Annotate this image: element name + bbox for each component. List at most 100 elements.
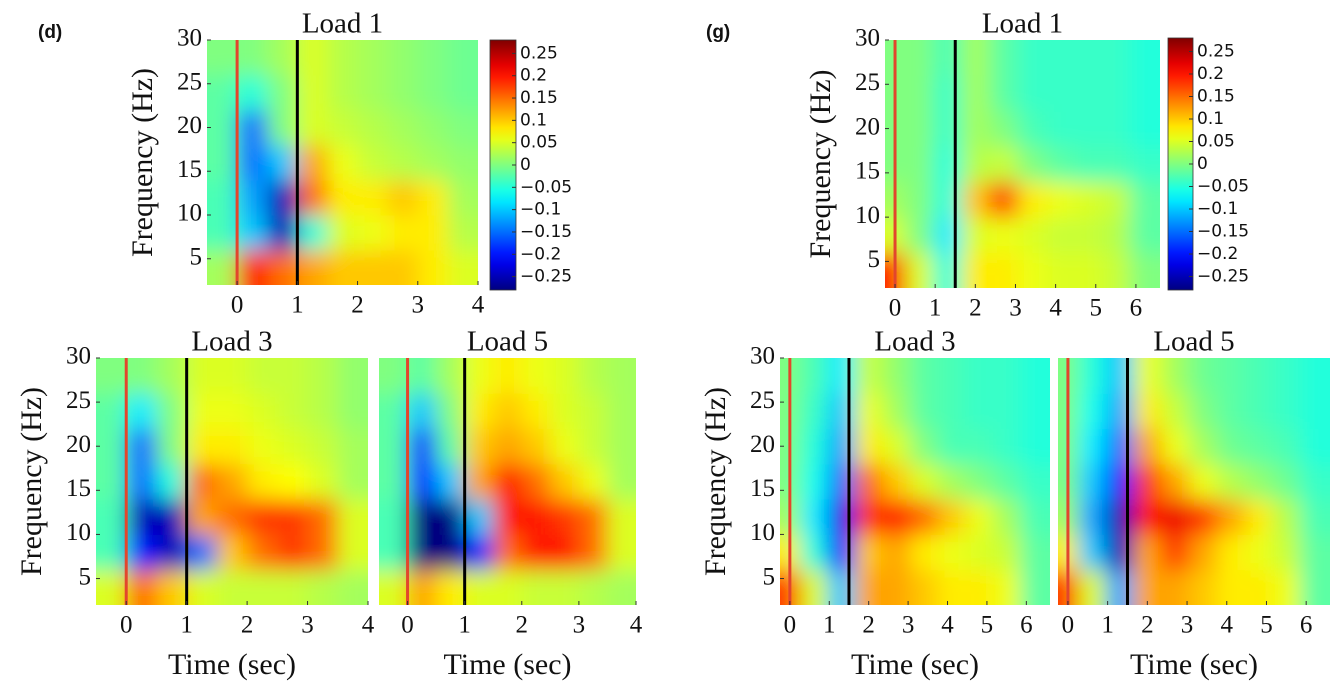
heat-cell bbox=[407, 358, 437, 394]
heat-cell bbox=[447, 215, 478, 251]
heat-cell bbox=[493, 534, 523, 571]
colorbar-tick-label: 0 bbox=[520, 155, 531, 175]
heat-cell bbox=[1017, 252, 1047, 288]
heat-cell bbox=[1189, 499, 1218, 535]
heat-cell bbox=[1272, 569, 1301, 605]
heat-cell bbox=[521, 358, 551, 394]
heat-cell bbox=[237, 250, 268, 285]
heat-cell bbox=[387, 145, 419, 181]
colorbar-tick-label: 0.25 bbox=[1197, 42, 1235, 62]
heat-cell bbox=[297, 40, 328, 76]
heat-cell bbox=[379, 393, 409, 430]
x-axis-label: Time (sec) bbox=[1130, 648, 1258, 681]
y-tick-label: 20 bbox=[177, 112, 202, 139]
heat-cell bbox=[1300, 534, 1330, 571]
heat-cell bbox=[799, 358, 828, 394]
heat-cell bbox=[417, 250, 449, 285]
x-tick-label: 6 bbox=[1020, 612, 1033, 639]
x-tick-label: 3 bbox=[301, 612, 314, 639]
heat-cell bbox=[407, 428, 437, 465]
heat-cell bbox=[1189, 534, 1218, 571]
colorbar-tick-label: 0.15 bbox=[520, 88, 558, 108]
y-tick-label: 30 bbox=[855, 25, 880, 52]
heat-cell bbox=[297, 180, 328, 216]
heat-cell bbox=[882, 358, 911, 394]
y-tick-label: 30 bbox=[177, 25, 202, 52]
heat-cell bbox=[1272, 428, 1301, 465]
heat-cell bbox=[854, 463, 883, 500]
x-tick-label: 0 bbox=[231, 292, 244, 319]
chart-title: Load 5 bbox=[467, 326, 548, 358]
y-tick-label: 15 bbox=[855, 158, 880, 185]
x-tick-label: 1 bbox=[458, 612, 471, 639]
heat-cell bbox=[357, 250, 389, 285]
heat-cell bbox=[417, 110, 449, 146]
x-tick-label: 4 bbox=[472, 292, 485, 319]
heat-cell bbox=[854, 569, 883, 605]
heat-cell bbox=[1244, 428, 1273, 465]
heat-cell bbox=[493, 358, 523, 394]
heat-cell bbox=[337, 358, 368, 394]
heat-cell bbox=[156, 569, 188, 605]
heat-cell bbox=[407, 569, 437, 605]
y-tick-label: 25 bbox=[855, 69, 880, 96]
heat-cell bbox=[307, 428, 339, 465]
y-tick-label: 5 bbox=[868, 246, 881, 273]
heat-cell bbox=[436, 463, 466, 500]
x-tick-label: 2 bbox=[241, 612, 254, 639]
heat-cell bbox=[1073, 252, 1103, 288]
y-tick-label: 15 bbox=[750, 475, 775, 502]
colorbar-tick-label: −0.1 bbox=[520, 200, 561, 220]
heat-cell bbox=[1017, 181, 1047, 218]
heat-cell bbox=[327, 110, 359, 146]
heat-cell bbox=[337, 569, 368, 605]
heat-cell bbox=[799, 569, 828, 605]
y-tick-label: 30 bbox=[66, 343, 91, 370]
heat-cell bbox=[267, 145, 298, 181]
x-tick-label: 0 bbox=[889, 295, 902, 322]
heat-cell bbox=[905, 217, 934, 254]
chart-title: Load 1 bbox=[982, 8, 1063, 40]
heat-cell bbox=[937, 428, 966, 465]
heat-cell bbox=[357, 110, 389, 146]
y-tick-label: 5 bbox=[190, 243, 203, 270]
x-tick-label: 6 bbox=[1130, 295, 1143, 322]
heat-cell bbox=[910, 499, 939, 535]
heat-cell bbox=[1105, 428, 1134, 465]
heat-cell bbox=[1020, 534, 1050, 571]
heat-cell bbox=[1017, 75, 1047, 112]
heat-cell bbox=[550, 463, 580, 500]
heat-cell bbox=[1073, 217, 1103, 254]
heat-cell bbox=[989, 110, 1018, 147]
heat-cell bbox=[407, 534, 437, 571]
x-tick-label: 4 bbox=[1221, 612, 1234, 639]
heat-cell bbox=[1020, 393, 1050, 430]
heat-cell bbox=[327, 145, 359, 181]
heat-cell bbox=[96, 534, 127, 571]
heat-cell bbox=[1300, 463, 1330, 500]
x-tick-label: 0 bbox=[401, 612, 414, 639]
x-tick-label: 3 bbox=[902, 612, 915, 639]
heat-cell bbox=[1244, 393, 1273, 430]
colorbar-tick-label: 0.05 bbox=[520, 133, 558, 153]
heat-cell bbox=[550, 534, 580, 571]
heat-cell bbox=[607, 499, 636, 535]
heat-cell bbox=[327, 180, 359, 216]
heat-cell bbox=[357, 75, 389, 111]
heat-cell bbox=[961, 217, 990, 254]
heat-cell bbox=[464, 499, 494, 535]
heat-cell bbox=[1020, 463, 1050, 500]
heat-cell bbox=[297, 215, 328, 251]
heat-cell bbox=[417, 40, 449, 76]
heat-cell bbox=[989, 40, 1018, 76]
heat-cell bbox=[96, 428, 127, 465]
heat-cell bbox=[882, 569, 911, 605]
heat-cell bbox=[989, 217, 1018, 254]
heat-cell bbox=[156, 534, 188, 571]
heat-cell bbox=[933, 110, 962, 147]
heat-cell bbox=[1105, 569, 1134, 605]
x-tick-label: 3 bbox=[573, 612, 586, 639]
heat-cell bbox=[493, 428, 523, 465]
heat-cell bbox=[550, 393, 580, 430]
heat-cell bbox=[905, 75, 934, 112]
